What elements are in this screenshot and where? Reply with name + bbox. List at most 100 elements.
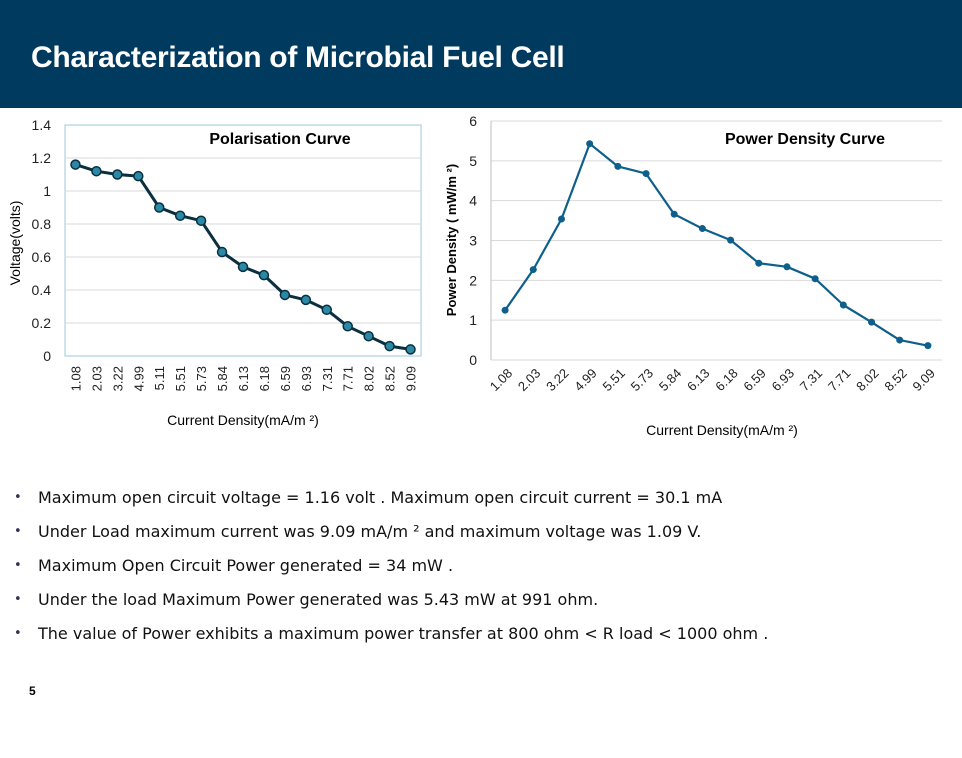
bullet-text: Maximum open circuit voltage = 1.16 volt… (38, 488, 723, 507)
polarisation-data-point (258, 269, 270, 281)
power-density-data-point (614, 162, 622, 170)
power-density-xtick-label: 8.52 (881, 366, 910, 395)
power-density-xtick-label: 1.08 (487, 366, 516, 395)
bullet-text: The value of Power exhibits a maximum po… (38, 624, 769, 643)
polarisation-ylabel: Voltage(volts) (7, 201, 23, 286)
polarisation-xtick-label: 6.59 (278, 366, 293, 391)
power-density-ytick-label: 4 (469, 193, 477, 209)
power-density-ylabel: Power Density ( mW/m ²) (444, 164, 459, 316)
bullet-text: Under the load Maximum Power generated w… (38, 590, 599, 609)
power-density-data-point (839, 301, 847, 309)
power-density-xtick-label: 3.22 (543, 366, 572, 395)
power-density-data-point (642, 170, 650, 178)
polarisation-xlabel: Current Density(mA/m ²) (167, 412, 319, 428)
bullet-item: • Maximum open circuit voltage = 1.16 vol… (14, 484, 768, 518)
polarisation-title: Polarisation Curve (209, 131, 350, 148)
polarisation-ytick-label: 0.4 (32, 282, 52, 298)
power-density-ytick-label: 5 (469, 153, 477, 169)
polarisation-xtick-label: 6.93 (299, 366, 314, 391)
polarisation-data-point (91, 165, 102, 177)
polarisation-data-point (174, 210, 186, 221)
power-density-xlabel: Current Density(mA/m ²) (646, 422, 798, 438)
polarisation-ytick-label: 1 (43, 183, 51, 199)
page-number: 5 (29, 684, 36, 698)
polarisation-chart: Polarisation Curve Current Density(mA/m … (7, 117, 422, 428)
power-density-xtick-label: 6.18 (712, 366, 741, 395)
power-density-xtick-label: 6.93 (769, 366, 798, 395)
bullet-item: • The value of Power exhibits a maximum p… (14, 620, 768, 654)
polarisation-data-point (405, 344, 416, 355)
polarisation-xtick-label: 5.11 (152, 366, 167, 390)
polarisation-xtick-label: 9.09 (404, 366, 419, 391)
power-density-xtick-label: 7.31 (797, 366, 826, 395)
polarisation-ytick-label: 1.2 (32, 150, 52, 166)
polarisation-plot-border (64, 124, 422, 357)
polarisation-ytick-label: 0.2 (32, 315, 52, 331)
polarisation-xtick-label: 3.22 (110, 366, 125, 391)
power-density-data-point (727, 236, 735, 244)
bullet-item: • Under the load Maximum Power generated … (14, 586, 768, 620)
power-density-data-point (557, 215, 565, 223)
polarisation-ytick-label: 0.8 (32, 216, 52, 232)
polarisation-xtick-label: 5.84 (215, 366, 230, 391)
polarisation-xtick-label: 8.52 (383, 366, 398, 391)
polarisation-xtick-label: 2.03 (89, 366, 104, 391)
bullet-marker: • (14, 626, 22, 641)
power-density-xtick-label: 9.09 (910, 366, 939, 395)
polarisation-data-point (70, 159, 81, 170)
power-density-data-point (755, 259, 763, 267)
power-density-chart: Power Density Curve Current Density(mA/m… (444, 113, 942, 438)
bullet-text: Under Load maximum current was 9.09 mA/m… (38, 522, 702, 541)
power-density-title: Power Density Curve (725, 131, 885, 148)
polarisation-xtick-label: 5.73 (194, 366, 209, 391)
power-density-xtick-label: 6.59 (740, 366, 769, 395)
power-density-xtick-label: 4.99 (571, 366, 600, 395)
bullet-text: Maximum Open Circuit Power generated = 3… (38, 556, 454, 575)
polarisation-xtick-label: 5.51 (173, 366, 188, 391)
bullet-marker: • (14, 558, 22, 573)
polarisation-data-point (363, 330, 374, 342)
bullet-item: • Maximum Open Circuit Power generated = … (14, 552, 768, 586)
power-density-ytick-label: 2 (469, 272, 477, 288)
power-density-data-point (586, 140, 594, 148)
power-density-xtick-label: 5.84 (656, 366, 685, 395)
polarisation-data-point (112, 169, 123, 180)
bullet-marker: • (14, 524, 22, 539)
polarisation-data-point (384, 340, 395, 352)
polarisation-data-point (153, 202, 165, 213)
power-density-data-point (501, 306, 509, 314)
power-density-xtick-label: 6.13 (684, 366, 713, 395)
power-density-ytick-label: 1 (469, 312, 477, 328)
slide-title: Characterization of Microbial Fuel Cell (31, 41, 565, 74)
polarisation-ytick-label: 0 (43, 348, 51, 364)
power-density-xtick-label: 7.71 (825, 366, 854, 395)
polarisation-ytick-label: 0.6 (32, 249, 52, 265)
polarisation-data-point (279, 289, 291, 301)
power-density-data-point (924, 342, 932, 350)
title-banner: Characterization of Microbial Fuel Cell (0, 0, 962, 108)
polarisation-xtick-label: 6.13 (236, 366, 251, 391)
power-density-data-point (896, 336, 904, 344)
polarisation-xtick-label: 8.02 (362, 366, 377, 391)
power-density-xtick-label: 5.73 (628, 366, 657, 395)
polarisation-data-point (342, 321, 353, 332)
power-density-ytick-label: 0 (469, 352, 477, 368)
polarisation-data-point (133, 170, 144, 182)
bullet-list: • Maximum open circuit voltage = 1.16 vol… (14, 484, 768, 654)
polarisation-data-point (216, 246, 228, 258)
polarisation-xtick-label: 7.31 (320, 366, 335, 391)
power-density-data-point (783, 263, 791, 271)
power-density-data-point (670, 210, 678, 218)
power-density-xtick-label: 8.02 (853, 366, 882, 395)
bullet-marker: • (14, 592, 22, 607)
bullet-marker: • (14, 490, 22, 505)
polarisation-xtick-label: 1.08 (68, 366, 83, 391)
power-density-data-point (868, 318, 876, 326)
polarisation-data-point (195, 215, 207, 226)
power-density-series-line (504, 142, 929, 347)
polarisation-data-point (237, 261, 249, 273)
power-density-data-point (529, 266, 537, 274)
bullet-item: • Under Load maximum current was 9.09 mA/… (14, 518, 768, 552)
polarisation-xtick-label: 4.99 (131, 366, 146, 391)
power-density-xtick-label: 5.51 (599, 366, 628, 395)
